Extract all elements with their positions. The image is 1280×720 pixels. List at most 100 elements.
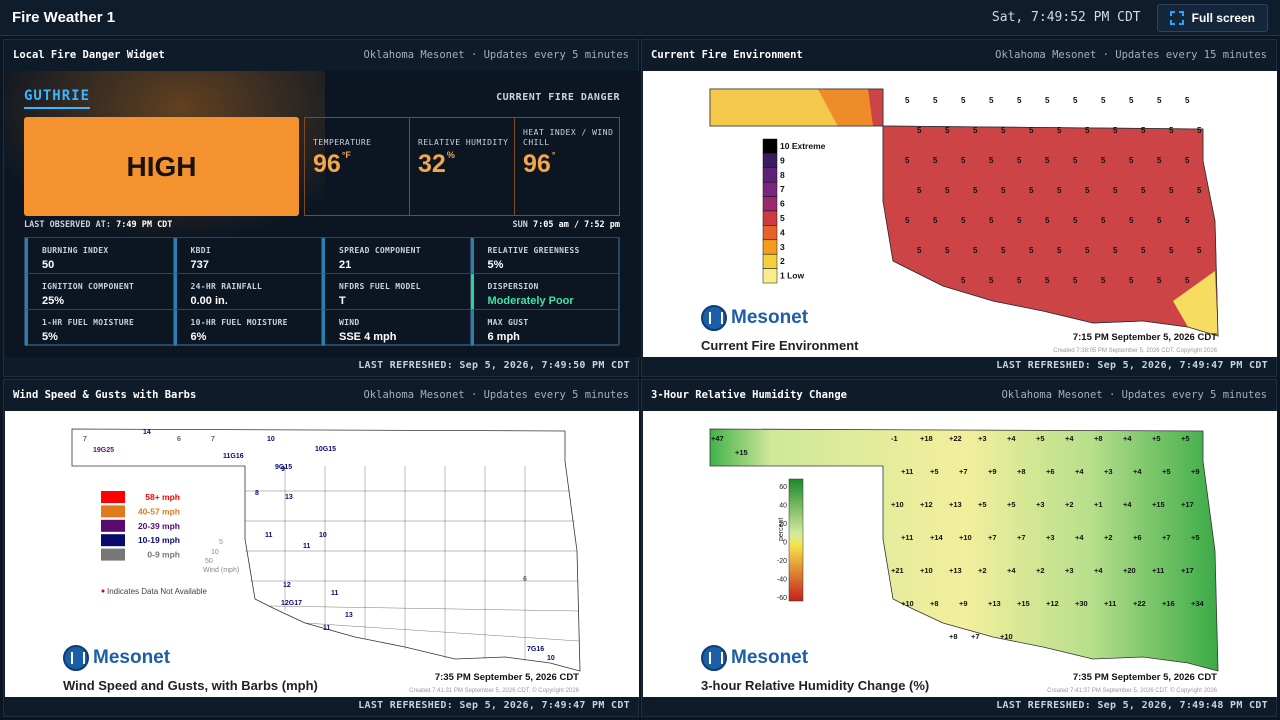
na-dot — [101, 589, 105, 593]
wind-station-label: 7 — [83, 436, 87, 443]
oklahoma-fire-map: 5 5 5 5 5 5 5 5 5 5 5 5 5 5 5 5 5 5 5 5 5 5 5 5 5 5 5 5 5 5 5 5 5 5 5 5 5 5 5 5… — [709, 88, 1219, 337]
fullscreen-icon — [1169, 10, 1184, 25]
rh-station-label: +9 — [1191, 467, 1200, 476]
rh-station-label: +5 — [1162, 467, 1171, 476]
legend-label: 1 Low — [780, 271, 804, 281]
state-outline — [709, 428, 1219, 672]
legend-swatch — [762, 181, 778, 197]
station-label: 5 — [1157, 276, 1162, 285]
heat-index-label: HEAT INDEX / WIND CHILL — [523, 128, 614, 147]
mesonet-logo: Mesonet — [701, 645, 808, 671]
fullscreen-label: Full screen — [1191, 10, 1255, 25]
wind-station-label: 19G25 — [93, 447, 114, 454]
rh-station-label: +30 — [1075, 599, 1088, 608]
station-label: 5 — [1001, 186, 1006, 195]
rh-station-label: +15 — [735, 448, 748, 457]
station-label: 5 — [1113, 126, 1118, 135]
sun-times-value: 7:05 am / 7:52 pm — [533, 220, 620, 230]
panel-source: Oklahoma Mesonet · Updates every 5 minut… — [363, 49, 629, 61]
rh-station-label: -1 — [891, 434, 898, 443]
panel-current-fire-environment: Current Fire Environment Oklahoma Mesonet… — [641, 39, 1277, 377]
rh-station-label: +3 — [978, 434, 987, 443]
wind-station-label: 11 — [331, 590, 339, 597]
index-label: DISPERSION — [487, 282, 539, 291]
index-cell: KBDI 737 — [173, 238, 322, 274]
station-label: 5 — [1001, 246, 1006, 255]
wind-legend: 58+ mph 40-57 mph 20-39 mph 10-19 mph 0-9 mp… — [101, 491, 239, 596]
station-label: 5 — [1185, 156, 1190, 165]
barb-scale-label: 5 — [219, 539, 223, 546]
rh-change-map[interactable]: +47 +15 -1 +18 +22 +3 +4 +5 +4 +8 +4 +5 +5 +11 +5 +7 +9 +… — [643, 411, 1277, 697]
legend-swatch — [762, 138, 778, 154]
legend-swatch — [101, 491, 125, 503]
station-label: 5 — [1045, 96, 1050, 105]
wind-map[interactable]: 7 19G25 14 6 7 11G16 10 9 10G15 9G15 13 8 11 10 11 12 12… — [5, 411, 639, 697]
legend-label: 2 — [780, 256, 785, 266]
rh-station-label: +2 — [1036, 566, 1045, 575]
wind-station-label: 10 — [267, 436, 275, 443]
index-value: 5% — [42, 331, 58, 343]
station-label: 5 — [945, 126, 950, 135]
fire-indices-grid: BURNING INDEX 50 KBDI 737 SPREAD COMPONENT 21… — [24, 237, 620, 346]
station-label: 5 — [1057, 186, 1062, 195]
rh-station-label: +5 — [1007, 500, 1016, 509]
station-label: 5 — [1101, 96, 1106, 105]
wind-station-label: 11 — [303, 543, 311, 550]
barb-scale-label: 10 — [211, 549, 219, 556]
station-label: 5 — [989, 156, 994, 165]
rh-station-label: +3 — [1046, 533, 1055, 542]
panhandle-mid-region — [818, 89, 873, 126]
station-label: 5 — [1057, 246, 1062, 255]
rh-station-label: +11 — [1152, 566, 1164, 575]
panel-source: Oklahoma Mesonet · Updates every 15 minu… — [995, 49, 1267, 61]
station-label: 5 — [1057, 126, 1062, 135]
station-label: 5 — [1197, 246, 1202, 255]
rh-station-label: +3 — [1036, 500, 1045, 509]
rh-station-label: +4 — [1075, 467, 1084, 476]
station-label: 5 — [961, 276, 966, 285]
station-label: 5 — [973, 126, 978, 135]
rh-station-label: +4 — [1075, 533, 1084, 542]
map-copyright: Created 7:41:37 PM September 5, 2026 CDT… — [1047, 688, 1217, 694]
rh-station-label: +18 — [920, 434, 933, 443]
fullscreen-button[interactable]: Full screen — [1156, 3, 1268, 32]
rh-station-label: +7 — [959, 467, 968, 476]
rh-scale-ticks: 60 40 20 0 -20 -40 -60 — [777, 484, 787, 602]
wind-station-label: 10G15 — [315, 446, 336, 453]
station-label: 5 — [1157, 156, 1162, 165]
mesonet-logo-icon — [701, 305, 727, 331]
wind-station-labels: 7 19G25 14 6 7 11G16 10 9 10G15 9G15 13 8 11 10 11 12 12… — [83, 429, 555, 662]
station-label: 5 — [989, 96, 994, 105]
legend-swatch — [762, 196, 778, 212]
rh-station-label: +8 — [949, 632, 958, 641]
station-label: 5 — [1197, 186, 1202, 195]
index-label: 10-HR FUEL MOISTURE — [190, 318, 288, 327]
last-refreshed: LAST REFRESHED: Sep 5, 2026, 7:49:47 PM … — [358, 699, 630, 711]
legend-label: 58+ mph — [145, 492, 180, 502]
rh-station-label: +22 — [949, 434, 962, 443]
station-label: 5 — [945, 186, 950, 195]
station-label: 5 — [1169, 126, 1174, 135]
temperature-value: 96 — [313, 150, 341, 178]
na-note: Indicates Data Not Available — [107, 587, 207, 596]
rh-station-label: +7 — [988, 533, 997, 542]
rh-station-label: +13 — [949, 500, 962, 509]
rh-station-label: +12 — [1046, 599, 1059, 608]
station-label: 5 — [933, 156, 938, 165]
panel-source: Oklahoma Mesonet · Updates every 5 minut… — [1001, 389, 1267, 401]
index-label: IGNITION COMPONENT — [42, 282, 135, 291]
station-label: 5 — [917, 246, 922, 255]
index-label: KBDI — [190, 246, 211, 255]
legend-swatch — [762, 225, 778, 241]
rh-station-label: +6 — [1046, 467, 1055, 476]
index-value: 6% — [190, 331, 207, 343]
wind-station-label: 6 — [523, 576, 527, 583]
rh-station-label: +4 — [1094, 566, 1103, 575]
station-label: 5 — [1045, 156, 1050, 165]
legend-swatch — [101, 519, 125, 532]
rh-station-labels: +47 +15 -1 +18 +22 +3 +4 +5 +4 +8 +4 +5 +5 +11 +5 +7 +9 +… — [711, 434, 1205, 641]
map-caption: Current Fire Environment — [701, 338, 859, 353]
index-cell: 10-HR FUEL MOISTURE 6% — [173, 310, 322, 346]
fire-environment-map[interactable]: 5 5 5 5 5 5 5 5 5 5 5 5 5 5 5 5 5 5 5 5 5 5 5 5 5 5 5 5 5 5 5 5 5 5 5 5 5 5 5 5… — [643, 71, 1277, 357]
index-value: 737 — [190, 259, 209, 271]
